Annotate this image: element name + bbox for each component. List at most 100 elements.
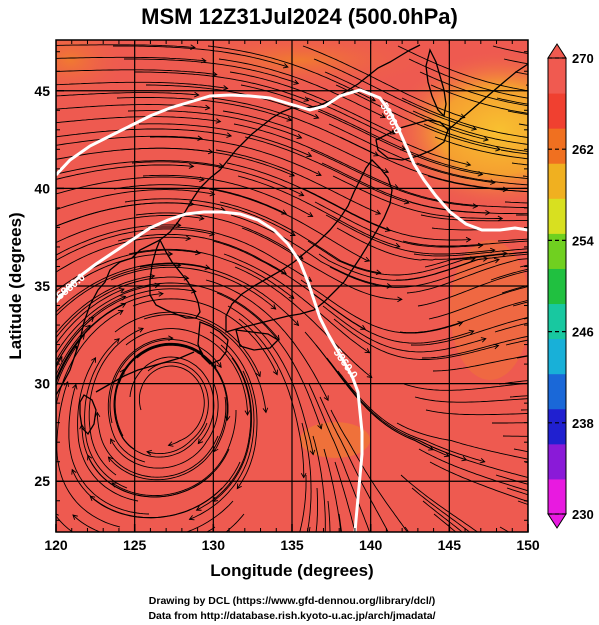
streamline-arrowhead	[158, 291, 164, 297]
streamline-arrowhead	[541, 63, 546, 68]
streamline	[519, 264, 528, 268]
streamline	[423, 123, 528, 152]
streamline-arrowhead	[327, 547, 332, 552]
streamline-arrowhead	[494, 257, 500, 264]
streamline	[328, 123, 495, 184]
streamline-arrowhead	[490, 179, 496, 185]
streamline-arrowhead	[541, 392, 546, 397]
streamline	[132, 298, 278, 375]
streamline-arrowhead	[542, 183, 547, 188]
y-tick-label: 40	[34, 180, 50, 196]
streamline-arrowhead	[542, 266, 547, 271]
streamline-arrowhead	[542, 260, 547, 265]
streamline	[500, 149, 528, 155]
streamline	[84, 338, 128, 489]
streamline	[56, 249, 200, 292]
streamline-arrowhead	[541, 151, 546, 156]
streamline-arrowhead	[94, 411, 101, 418]
colorbar-segment	[548, 268, 566, 305]
streamline	[109, 339, 222, 424]
streamline	[413, 248, 528, 257]
streamline-arrowhead	[542, 352, 547, 357]
x-axis-label: Longitude (degrees)	[210, 561, 373, 580]
streamline	[327, 500, 331, 532]
streamline	[226, 162, 391, 232]
streamline-arrowhead	[313, 113, 320, 120]
streamline-arrowhead	[542, 114, 547, 119]
colorbar-top-arrow	[547, 43, 567, 59]
streamline-arrowhead	[542, 377, 547, 382]
colorbar-segment	[548, 128, 566, 164]
colorbar-tick-label: 246	[572, 325, 594, 340]
streamline	[56, 116, 221, 124]
streamline-arrowhead	[543, 211, 547, 216]
streamline	[244, 136, 410, 204]
streamline	[219, 201, 381, 274]
streamline-arrowhead	[497, 215, 504, 222]
x-tick-label: 130	[202, 537, 226, 553]
streamline	[241, 227, 402, 300]
streamline	[434, 136, 528, 160]
streamline	[56, 236, 191, 273]
streamline	[306, 97, 471, 166]
streamline	[209, 331, 258, 489]
streamline	[215, 149, 381, 215]
colorbar-segment	[548, 93, 566, 129]
streamline	[525, 84, 528, 86]
x-tick-label: 120	[44, 537, 68, 553]
streamline-arrowhead	[85, 324, 91, 331]
streamline-arrowhead	[188, 515, 195, 521]
streamline-arrowhead	[209, 230, 215, 237]
streamline	[405, 149, 528, 179]
colorbar-segment	[548, 478, 566, 515]
streamline	[139, 263, 299, 326]
streamline	[503, 58, 528, 65]
streamline-arrowhead	[544, 225, 548, 230]
streamline-arrowhead	[71, 345, 78, 352]
streamline	[315, 344, 450, 457]
streamline-arrowhead	[364, 348, 371, 354]
streamline	[56, 56, 206, 62]
streamline-arrowhead	[79, 333, 85, 340]
streamline-arrowhead	[541, 125, 546, 130]
streamline-arrowhead	[542, 335, 547, 340]
streamline	[314, 201, 483, 248]
streamline-arrowhead	[79, 423, 85, 430]
colorbar-segment	[548, 408, 566, 445]
streamline	[517, 500, 528, 506]
streamline-arrowhead	[541, 280, 546, 285]
streamline	[337, 370, 485, 463]
streamline	[527, 370, 528, 371]
streamline	[506, 487, 528, 496]
streamline-arrowhead	[468, 329, 475, 336]
streamline-arrowhead	[479, 457, 486, 464]
streamline-arrowhead	[472, 547, 477, 552]
streamline	[240, 84, 406, 150]
streamline	[325, 214, 495, 255]
streamline-arrowhead	[209, 190, 216, 197]
streamline	[56, 228, 215, 261]
colorbar-segment	[548, 303, 566, 340]
streamline	[56, 275, 155, 334]
streamline-arrowhead	[542, 504, 547, 509]
streamline	[324, 71, 489, 141]
streamline	[416, 162, 528, 186]
colorbar-segment	[548, 443, 566, 480]
streamline-arrowhead	[188, 201, 195, 207]
streamline-arrowhead	[282, 63, 289, 69]
streamline	[72, 500, 234, 532]
streamline-arrowhead	[222, 85, 229, 91]
streamline-arrowhead	[185, 235, 192, 241]
streamline-arrowhead	[540, 492, 545, 497]
streamline	[56, 176, 205, 195]
streamline-arrowhead	[542, 452, 547, 457]
streamline-arrowhead	[120, 302, 127, 308]
streamline-arrowhead	[478, 546, 483, 551]
x-axis-ticks: 120 125 130 135 140 145 150	[44, 40, 540, 553]
coastline-kyushu	[197, 321, 229, 365]
colorbar	[547, 43, 567, 529]
streamline-arrowhead	[541, 98, 546, 103]
streamline	[333, 318, 499, 360]
streamline-arrowhead	[543, 136, 548, 141]
streamline-arrowhead	[495, 146, 502, 152]
